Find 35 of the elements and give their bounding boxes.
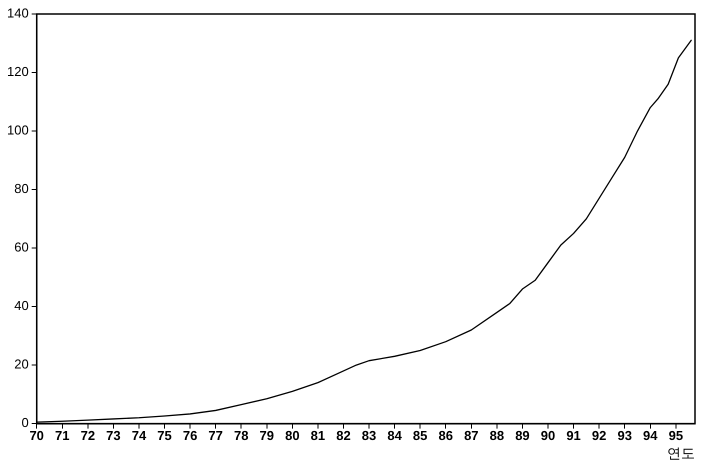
x-tick-label: 94 bbox=[643, 428, 658, 443]
x-tick-label: 85 bbox=[412, 428, 428, 443]
x-tick-label: 95 bbox=[668, 428, 684, 443]
x-tick-label: 86 bbox=[438, 428, 453, 443]
x-tick-label: 81 bbox=[310, 428, 326, 443]
y-tick-label: 80 bbox=[14, 181, 29, 196]
x-tick-label: 76 bbox=[182, 428, 198, 443]
x-tick-label: 90 bbox=[540, 428, 556, 443]
y-tick-label: 20 bbox=[14, 356, 29, 372]
x-tick-label: 82 bbox=[336, 428, 351, 443]
y-tick-label: 120 bbox=[6, 64, 29, 80]
x-tick-label: 71 bbox=[55, 428, 70, 443]
x-tick-label: 78 bbox=[234, 428, 248, 443]
y-tick-label: 0 bbox=[21, 415, 29, 430]
x-tick-label: 70 bbox=[29, 428, 44, 443]
x-tick-label: 89 bbox=[515, 428, 530, 443]
x-tick-label: 79 bbox=[260, 428, 274, 443]
x-tick-label: 93 bbox=[617, 428, 632, 443]
y-tick-label: 40 bbox=[14, 298, 29, 314]
x-tick-label: 80 bbox=[285, 428, 300, 443]
y-tick-label: 100 bbox=[6, 122, 29, 138]
x-tick-label: 92 bbox=[592, 428, 606, 443]
x-tick-label: 74 bbox=[132, 428, 147, 443]
y-tick-label: 60 bbox=[14, 240, 29, 255]
x-tick-label: 87 bbox=[464, 428, 479, 443]
x-axis-title: 연도 bbox=[667, 446, 695, 462]
x-tick-label: 88 bbox=[490, 428, 504, 443]
x-tick-label: 83 bbox=[362, 428, 376, 443]
y-tick-label: 140 bbox=[6, 6, 29, 21]
x-tick-label: 77 bbox=[208, 428, 223, 443]
x-tick-label: 73 bbox=[106, 428, 121, 443]
x-tick-label: 72 bbox=[80, 428, 96, 443]
x-tick-label: 91 bbox=[566, 428, 581, 443]
x-tick-label: 75 bbox=[157, 428, 172, 443]
x-tick-label: 84 bbox=[387, 428, 403, 443]
